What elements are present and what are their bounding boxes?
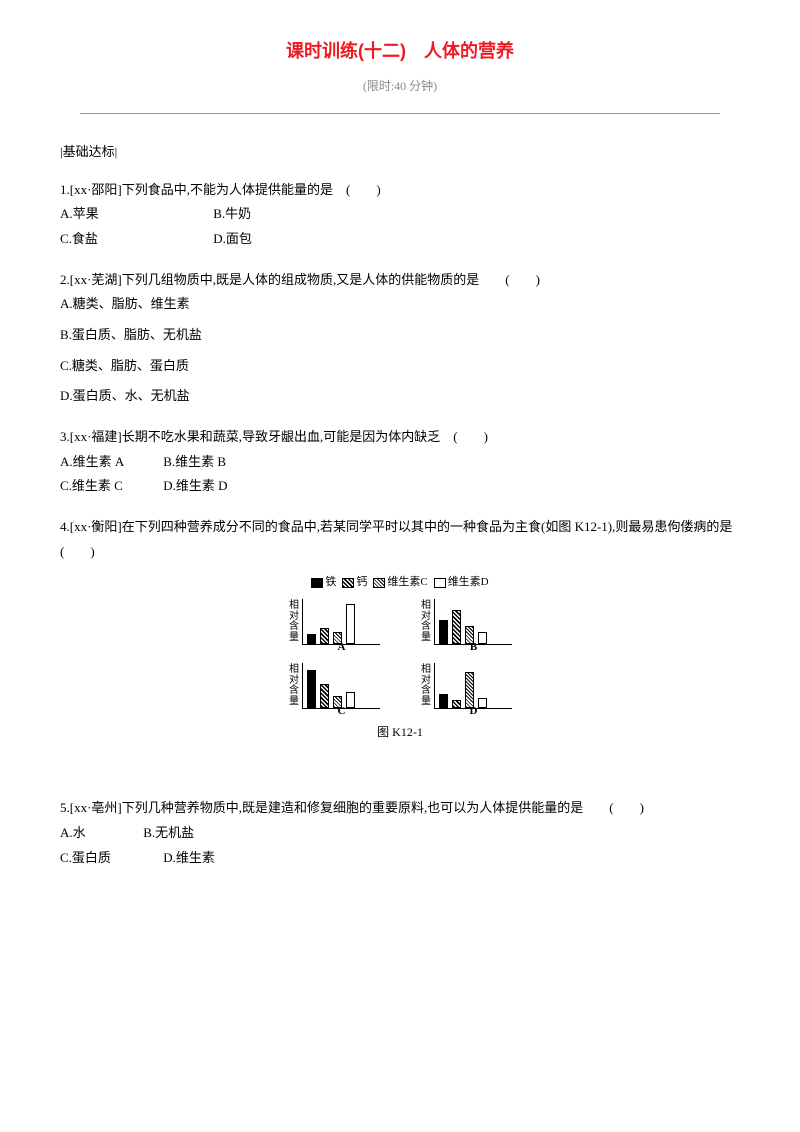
section-label: |基础达标| [60,142,740,162]
bar-b-calcium [452,610,461,644]
question-3: 3.[xx·福建]长期不吃水果和蔬菜,导致牙龈出血,可能是因为体内缺乏 ( ) … [60,425,740,499]
q5-stem: 5.[xx·亳州]下列几种营养物质中,既是建造和修复细胞的重要原料,也可以为人体… [60,796,740,821]
chart-a: 相对含量 A [288,599,380,645]
q2-opt-d: D.蛋白质、水、无机盐 [60,384,740,409]
ylabel-d: 相对含量 [420,664,432,708]
q2-opt-a: A.糖类、脂肪、维生素 [60,292,740,317]
q1-opt-a: A.苹果 [60,202,210,227]
bar-c-iron [307,670,316,708]
bar-d-calcium [452,700,461,708]
chart-b: 相对含量 B [420,599,512,645]
bar-a-iron [307,634,316,644]
bar-d-vd [478,698,487,708]
legend-vc-icon [373,578,385,588]
q5-opt-c: C.蛋白质 [60,846,160,871]
legend-calcium-icon [342,578,354,588]
q3-opt-b: B.维生素 B [163,450,226,475]
chart-c: 相对含量 C [288,663,380,709]
page-title: 课时训练(十二) 人体的营养 [60,38,740,65]
question-1: 1.[xx·邵阳]下列食品中,不能为人体提供能量的是 ( ) A.苹果 B.牛奶… [60,178,740,252]
bar-a-vd [346,604,355,644]
question-2: 2.[xx·芜湖]下列几组物质中,既是人体的组成物质,又是人体的供能物质的是 (… [60,268,740,409]
q1-opt-b: B.牛奶 [213,202,251,227]
legend-vd: 维生素D [448,572,489,593]
xlabel-d: D [470,701,478,722]
bar-c-vd [346,692,355,708]
q2-opt-b: B.蛋白质、脂肪、无机盐 [60,323,740,348]
bar-b-vd [478,632,487,644]
xlabel-c: C [338,701,346,722]
q5-opt-a: A.水 [60,821,140,846]
ylabel-c: 相对含量 [288,664,300,708]
question-5: 5.[xx·亳州]下列几种营养物质中,既是建造和修复细胞的重要原料,也可以为人体… [60,796,740,870]
q2-stem: 2.[xx·芜湖]下列几组物质中,既是人体的组成物质,又是人体的供能物质的是 (… [60,268,740,293]
ylabel-a: 相对含量 [288,600,300,644]
bar-b-iron [439,620,448,644]
bar-a-calcium [320,628,329,644]
q2-opt-c: C.糖类、脂肪、蛋白质 [60,354,740,379]
bar-d-iron [439,694,448,708]
legend-iron-icon [311,578,323,588]
chart-k12-1: 铁 钙 维生素C 维生素D 相对含量 A 相对含量 [60,572,740,709]
question-4: 4.[xx·衡阳]在下列四种营养成分不同的食品中,若某同学平时以其中的一种食品为… [60,515,740,744]
bar-c-calcium [320,684,329,708]
q3-opt-d: D.维生素 D [163,474,227,499]
chart-legend: 铁 钙 维生素C 维生素D [60,572,740,593]
q1-opt-c: C.食盐 [60,227,210,252]
chart-d: 相对含量 D [420,663,512,709]
legend-vd-icon [434,578,446,588]
q1-opt-d: D.面包 [213,227,252,252]
q5-opt-b: B.无机盐 [143,821,194,846]
legend-calcium: 钙 [356,572,367,593]
q3-stem: 3.[xx·福建]长期不吃水果和蔬菜,导致牙龈出血,可能是因为体内缺乏 ( ) [60,425,740,450]
divider [80,113,720,114]
q1-stem: 1.[xx·邵阳]下列食品中,不能为人体提供能量的是 ( ) [60,178,740,203]
time-limit: (限时:40 分钟) [60,77,740,95]
xlabel-b: B [470,637,477,658]
legend-vc: 维生素C [387,572,427,593]
chart-caption: 图 K12-1 [60,721,740,744]
xlabel-a: A [338,637,346,658]
q5-opt-d: D.维生素 [163,846,215,871]
q3-opt-c: C.维生素 C [60,474,160,499]
q4-stem: 4.[xx·衡阳]在下列四种营养成分不同的食品中,若某同学平时以其中的一种食品为… [60,515,740,564]
q3-opt-a: A.维生素 A [60,450,160,475]
ylabel-b: 相对含量 [420,600,432,644]
legend-iron: 铁 [325,572,336,593]
